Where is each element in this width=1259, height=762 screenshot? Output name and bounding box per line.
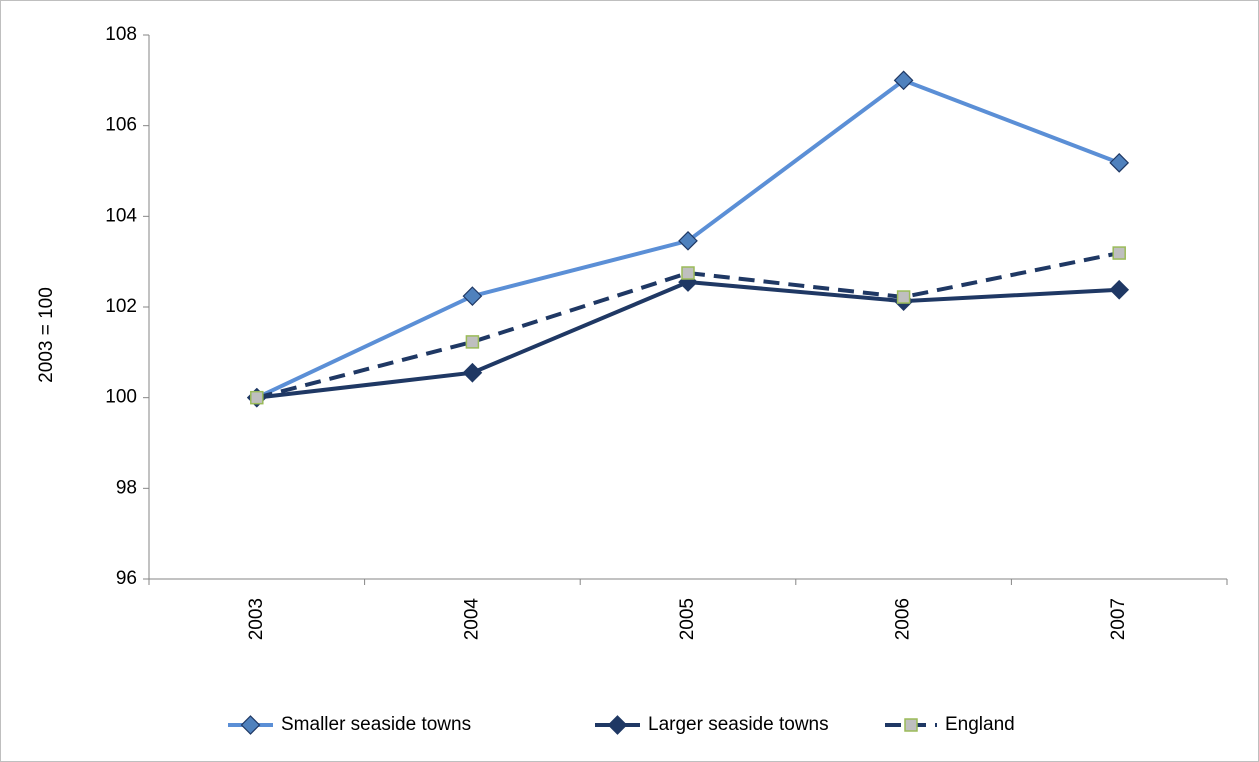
y-tick-label: 104	[105, 205, 137, 226]
data-point	[1112, 246, 1126, 260]
data-point	[678, 230, 698, 251]
y-tick-label: 106	[105, 115, 137, 136]
data-point	[681, 266, 695, 280]
y-tick-label: 102	[105, 296, 137, 317]
data-point	[893, 70, 914, 91]
x-tick-label: 2003	[246, 598, 267, 640]
y-axis-label: 2003 = 100	[36, 287, 57, 383]
x-tick-label: 2007	[1108, 598, 1129, 640]
data-point	[462, 362, 483, 383]
x-tick-label: 2006	[893, 598, 914, 640]
legend-marker	[240, 715, 261, 735]
y-tick-label: 96	[116, 568, 137, 589]
y-tick-label: 98	[116, 477, 137, 498]
y-tick-label: 108	[105, 24, 137, 45]
legend-label: Smaller seaside towns	[281, 714, 471, 735]
x-tick-label: 2005	[677, 598, 698, 640]
data-point	[462, 286, 483, 306]
data-point	[896, 290, 911, 304]
y-tick-label: 100	[105, 387, 137, 408]
data-point	[465, 335, 480, 349]
data-point	[1109, 279, 1130, 300]
data-point	[1109, 152, 1130, 173]
legend-marker	[904, 718, 918, 732]
legend-label: Larger seaside towns	[648, 714, 829, 735]
legend-label: England	[945, 714, 1015, 735]
legend-marker	[607, 715, 628, 735]
data-point	[250, 390, 264, 405]
x-tick-label: 2004	[461, 598, 482, 641]
series-line	[256, 251, 1120, 400]
